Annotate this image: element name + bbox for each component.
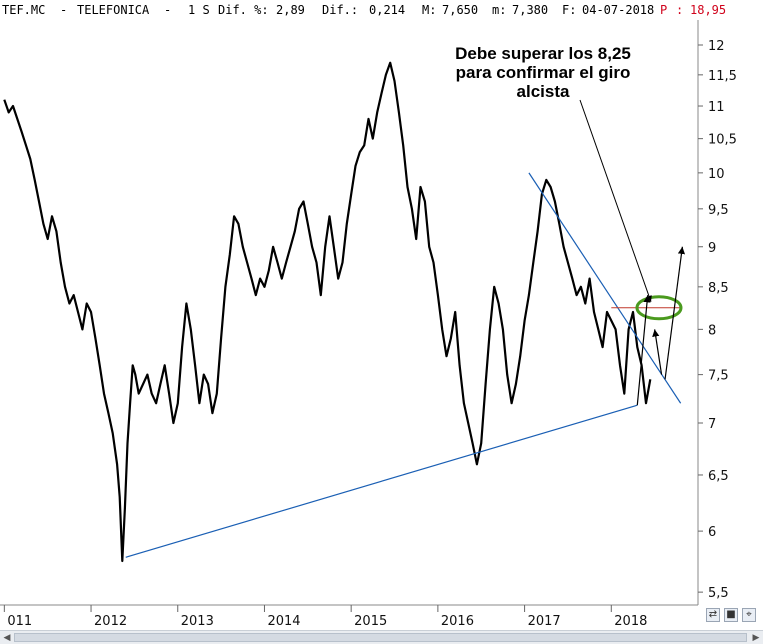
projection-arrow [636, 295, 651, 406]
projection-arrow [664, 246, 686, 380]
y-tick-label: 6 [708, 525, 716, 540]
pct-value: 2,89 [276, 3, 305, 17]
header-dash-2: - [164, 3, 172, 17]
dif-value: 0,214 [369, 3, 406, 17]
y-tick-label: 11,5 [708, 69, 737, 84]
annotation-text: Debe superar los 8,25 para confirmar el … [428, 44, 658, 101]
x-axis-ticks: 011 2012 2013 2014 2015 2016 2017 2018 [3, 605, 647, 629]
pin-icon[interactable]: ⌖ [742, 608, 756, 622]
scroll-right-icon[interactable]: ▶ [752, 633, 760, 643]
horizontal-scrollbar[interactable]: ◀ ▶ [0, 630, 763, 644]
y-tick-label: 9,5 [708, 203, 729, 218]
period: 1 S [188, 3, 210, 17]
y-tick-label: 7 [708, 417, 716, 432]
y-tick-label: 11 [708, 100, 725, 115]
y-tick-label: 7,5 [708, 369, 729, 384]
y-axis-ticks: 12 11,5 11 10,5 10 9,5 9 8,5 8 7,5 7 6,5 6 5,5 [698, 39, 737, 601]
y-tick-label: 10,5 [708, 133, 737, 148]
header-dash: - [60, 3, 68, 17]
highlight-ellipse [635, 295, 683, 321]
dif-label: Dif.: [322, 3, 359, 17]
chart-header: TEF.MC - TELEFONICA - 1 S Dif. %: 2,89 D… [0, 0, 763, 20]
x-tick-label: 2014 [267, 614, 300, 629]
annotation-line-3: alcista [516, 82, 570, 101]
x-tick-label: 2016 [441, 614, 474, 629]
price-series [3, 61, 652, 563]
symbol: TEF.MC [2, 3, 46, 17]
x-tick-label: 2018 [614, 614, 647, 629]
scrollbar-thumb[interactable] [14, 633, 747, 642]
per-label: P [660, 3, 668, 17]
y-tick-label: 10 [708, 167, 725, 182]
y-tick-label: 6,5 [708, 469, 729, 484]
y-tick-label: 8,5 [708, 281, 729, 296]
x-tick-label: 2013 [181, 614, 214, 629]
annotations-layer [125, 99, 686, 558]
resistance-trendline [528, 172, 682, 404]
min-label: m: [492, 3, 507, 17]
max-label: M: [422, 3, 437, 17]
zoom-icon[interactable]: ⇄ [706, 608, 720, 622]
company-name: TELEFONICA [77, 3, 150, 17]
save-icon[interactable]: ■ [724, 608, 738, 622]
date-label: F: [562, 3, 577, 17]
y-tick-label: 8 [708, 323, 716, 338]
x-tick-label: 011 [7, 614, 32, 629]
x-tick-label: 2015 [354, 614, 387, 629]
max-value: 7,650 [442, 3, 479, 17]
annotation-line-2: para confirmar el giro [455, 63, 631, 82]
min-value: 7,380 [512, 3, 549, 17]
annotation-line-1: Debe superar los 8,25 [455, 44, 631, 63]
x-tick-label: 2012 [94, 614, 127, 629]
pct-label: Dif. %: [218, 3, 269, 17]
projection-arrow [652, 329, 663, 375]
date-value: 04-07-2018 [582, 3, 655, 17]
scroll-left-icon[interactable]: ◀ [3, 633, 11, 643]
price-line [3, 61, 652, 563]
y-tick-label: 9 [708, 241, 716, 256]
x-tick-label: 2017 [528, 614, 561, 629]
support-trendline [125, 404, 638, 558]
y-tick-label: 12 [708, 39, 725, 54]
per-value: 18,95 [690, 3, 727, 17]
per-separator: : [676, 3, 684, 17]
annotation-pointer-arrow [579, 99, 652, 302]
y-tick-label: 5,5 [708, 586, 729, 601]
